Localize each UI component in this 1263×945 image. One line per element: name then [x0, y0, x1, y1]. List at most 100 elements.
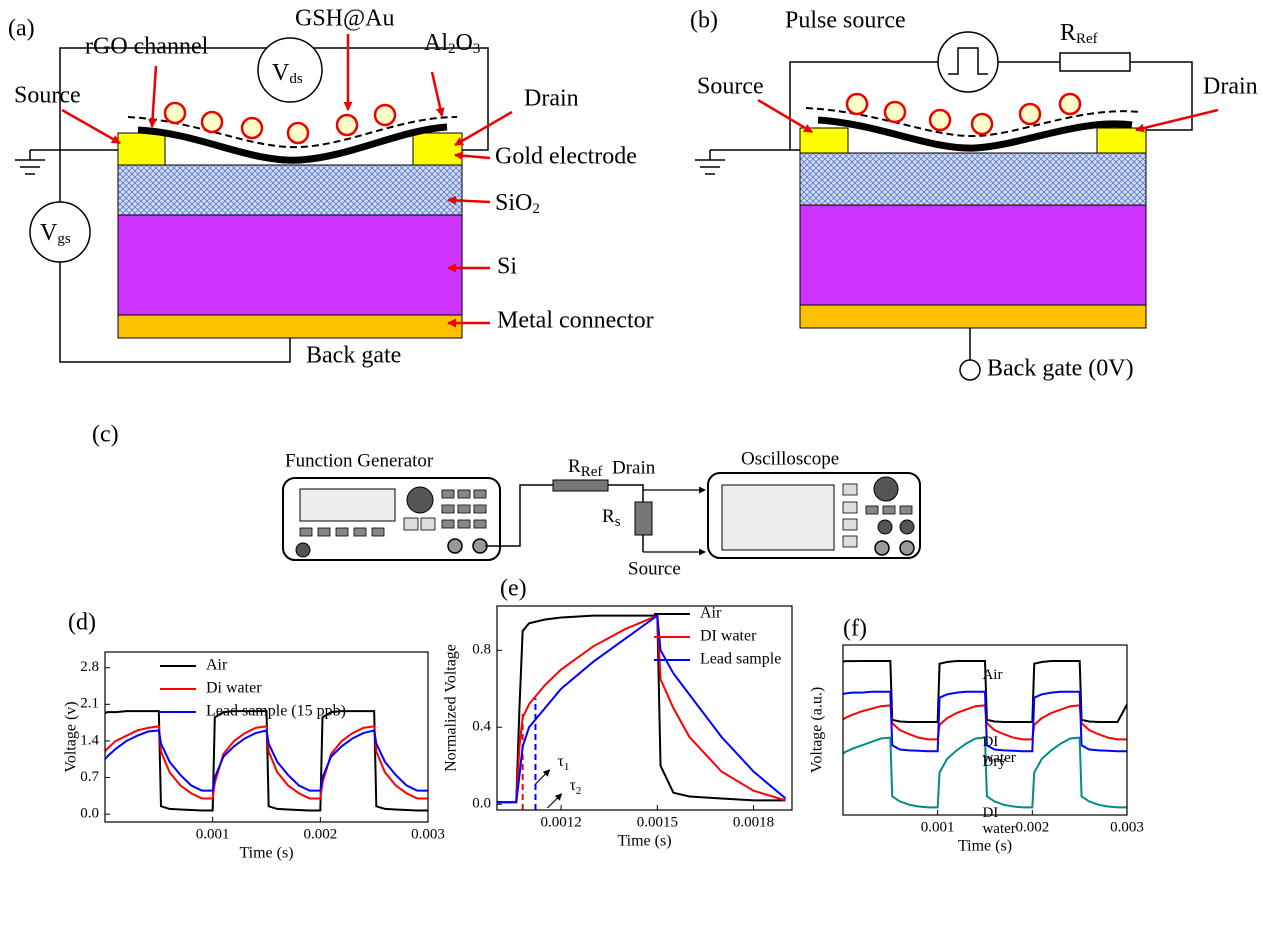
symbol: R	[1060, 20, 1076, 46]
subscript: 2	[576, 785, 582, 797]
bead	[847, 94, 867, 114]
subscript: 2	[448, 41, 456, 57]
symbol: V	[40, 220, 58, 246]
bead	[972, 114, 992, 134]
knob	[900, 520, 914, 534]
gold-electrode	[1097, 128, 1146, 153]
label: Function Generator	[285, 450, 434, 471]
button	[296, 543, 310, 557]
subscript: ds	[289, 71, 303, 87]
y-tick-label: 0.4	[472, 719, 491, 735]
x-tick-label: 0.0012	[541, 814, 582, 830]
text: SiO	[495, 190, 532, 216]
subscript: 1	[564, 761, 570, 773]
legend-label: Lead sample (15 ppb)	[206, 703, 346, 720]
label: Drain	[524, 86, 579, 112]
y-axis-label: Voltage (v)	[63, 701, 80, 772]
series-label-text: Dry	[982, 754, 1030, 770]
y-tick-label: 2.1	[80, 696, 99, 712]
panel-label: (a)	[8, 16, 35, 42]
gold-electrode	[800, 128, 848, 153]
label: Source	[628, 558, 681, 579]
port	[448, 539, 462, 553]
label: Source	[697, 74, 764, 100]
resistor	[553, 480, 608, 491]
screen	[722, 485, 834, 550]
x-axis-label: Time (s)	[617, 833, 671, 850]
symbol: R	[568, 456, 581, 477]
series-label: Air	[982, 667, 1030, 703]
subscript: s	[615, 514, 621, 530]
legend-label: DI water	[700, 628, 757, 645]
label: Metal connector	[497, 308, 654, 334]
panel-label: (f)	[843, 616, 867, 642]
y-axis-label: Normalized Voltage	[443, 644, 460, 772]
x-tick-label: 0.002	[303, 826, 337, 842]
label: Oscilloscope	[741, 448, 839, 469]
si-layer	[118, 215, 462, 315]
series-label: Dry	[982, 754, 1030, 790]
bead	[242, 118, 262, 138]
gold-electrode	[413, 133, 462, 165]
knob	[874, 477, 898, 501]
panel-label: (e)	[500, 576, 527, 602]
figure: (a) Vds Vgs Source rGO channel GSH@Au Al…	[0, 0, 1263, 945]
port	[900, 541, 914, 555]
resistor	[1060, 53, 1130, 71]
bead	[288, 123, 308, 143]
gold-electrode	[118, 133, 165, 165]
subscript: 2	[532, 201, 540, 217]
page: {"panel_a": {"label": "(a)", "source": "…	[0, 0, 1263, 945]
label: Drain	[1203, 74, 1258, 100]
screen	[300, 489, 395, 521]
x-tick-label: 0.003	[411, 826, 445, 842]
legend-label: Lead sample	[700, 651, 781, 668]
y-tick-label: 2.8	[80, 659, 99, 675]
x-tick-label: 0.0015	[637, 814, 678, 830]
bead	[930, 110, 950, 130]
port	[875, 541, 889, 555]
subscript: Ref	[1076, 31, 1098, 47]
series-label-text: Air	[982, 667, 1030, 683]
sio2-layer	[800, 153, 1146, 205]
legend-label: Di water	[206, 680, 262, 697]
si-layer	[800, 205, 1146, 305]
x-tick-label: 0.0018	[733, 814, 774, 830]
label: GSH@Au	[295, 6, 394, 32]
subscript: gs	[57, 231, 71, 247]
y-tick-label: 0.7	[80, 769, 99, 785]
subscript: Ref	[581, 464, 603, 480]
label: Back gate (0V)	[987, 356, 1134, 382]
y-tick-label: 0.0	[472, 796, 491, 812]
bead	[202, 112, 222, 132]
label: Drain	[612, 457, 656, 478]
label: Source	[14, 83, 81, 109]
panel-label: (d)	[68, 610, 96, 636]
series-label-text: DI water	[982, 805, 1030, 837]
label: rGO channel	[85, 34, 209, 60]
bead	[1060, 94, 1080, 114]
knob	[407, 487, 433, 513]
bead	[1020, 104, 1040, 124]
x-tick-label: 0.001	[921, 819, 955, 835]
vds-meter	[258, 38, 322, 102]
x-axis-label: Time (s)	[239, 845, 293, 862]
legend-label: Air	[206, 657, 228, 674]
bead	[165, 103, 185, 123]
metal-layer	[800, 305, 1146, 328]
text: Al	[424, 30, 448, 56]
y-axis-label: Voltage (a.u.)	[809, 687, 826, 773]
subscript: 3	[473, 41, 481, 57]
knob	[878, 520, 892, 534]
label: Pulse source	[785, 8, 906, 34]
panel-label: (b)	[690, 8, 718, 34]
metal-layer	[118, 315, 462, 338]
panel-label: (c)	[92, 422, 119, 448]
x-tick-label: 0.001	[196, 826, 230, 842]
bead	[337, 115, 357, 135]
terminal	[960, 360, 980, 380]
label: Si	[497, 254, 517, 280]
text: O	[456, 30, 473, 56]
pulse-source	[938, 32, 998, 92]
symbol: R	[602, 506, 615, 527]
